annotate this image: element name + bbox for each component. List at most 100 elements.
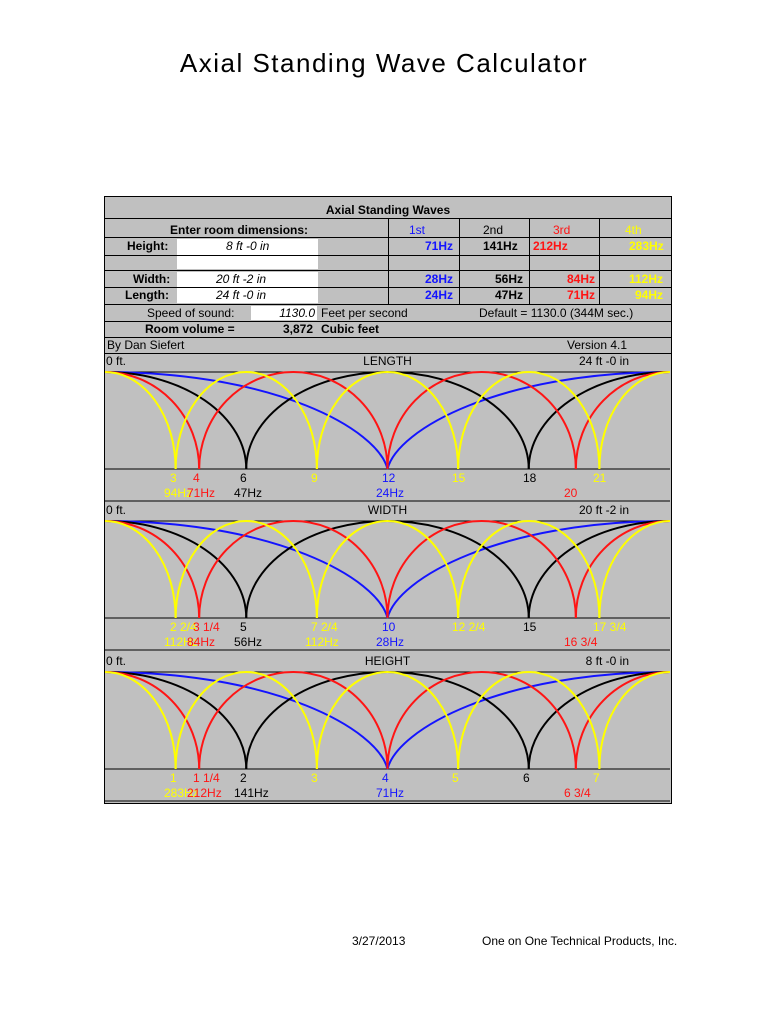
enter-dimensions-label: Enter room dimensions: [170,223,309,237]
height-freq-3rd: 212Hz [533,239,568,253]
page-title: Axial Standing Wave Calculator [179,48,589,78]
plot-title: WIDTH [367,503,408,517]
node-position-label: 5 [452,771,459,785]
plot-curves [105,371,670,502]
node-position-label: 18 [523,471,537,485]
node-frequency-label: 112Hz [164,635,198,649]
node-position-label: 3 1/4 [193,620,220,634]
plot-length: 0 ft. LENGTH 24 ft -0 in 3 4 6 9 12 15 18 21 94Hz 71… [105,354,671,502]
node-frequency-label: 56Hz [234,635,263,649]
node-frequency-label: 71Hz [187,486,216,500]
plot-start-label: 0 ft. [106,354,127,368]
node-position-label: 2 2/4 [170,620,197,634]
node-frequency-label: 47Hz [234,486,263,500]
red-wave-curve [105,520,201,619]
plot-curves [105,520,670,651]
plot-curves [105,671,670,802]
node-position-label: 9 [311,471,318,485]
red-wave-curve [198,671,389,770]
yellow-wave-curve [315,520,460,619]
height-input[interactable]: 8 ft -0 in [177,239,318,255]
volume-unit: Cubic feet [321,322,380,336]
black-wave-curve [245,520,530,619]
length-label: Length: [125,288,169,302]
yellow-wave-curve [598,520,670,619]
calculator-sheet: Axial Standing Waves Enter room dimensio… [104,196,672,804]
yellow-wave-curve [174,520,318,619]
node-position-label: 3 [311,771,318,785]
width-label: Width: [133,272,171,286]
blank-input-row [177,256,318,269]
yellow-wave-curve [457,520,601,619]
plot-title: LENGTH [363,354,412,368]
height-label: Height: [127,239,169,253]
height-freq-4th: 283Hz [629,239,664,253]
version-label: Version 4.1 [567,338,628,352]
node-position-label: 7 [593,771,600,785]
yellow-wave-curve [598,371,670,470]
node-position-label: 2 [240,771,247,785]
node-position-label: 1 1/4 [193,771,220,785]
black-wave-curve [527,671,670,770]
red-wave-curve [574,520,670,619]
node-frequency-label: 20 [564,486,578,500]
plot-end-label: 8 ft -0 in [585,654,629,668]
author-credit: By Dan Siefert [107,338,185,352]
order-1st-label: 1st [409,223,426,237]
node-frequency-label: 84Hz [187,635,216,649]
plot-width: 0 ft. WIDTH 20 ft -2 in 2 2/4 3 1/4 5 7 2/4 10 1… [105,503,671,651]
node-frequency-label: 212Hz [187,786,222,800]
sheet-header: Axial Standing Waves [325,203,451,217]
footer-date: 3/27/2013 [352,934,406,948]
length-freq-3rd: 71Hz [567,288,596,302]
plot-end-label: 20 ft -2 in [578,503,629,517]
node-frequency-label: 24Hz [376,486,405,500]
black-wave-curve [245,371,530,470]
node-position-label: 3 [170,471,177,485]
node-position-label: 15 [523,620,537,634]
plot-start-label: 0 ft. [106,503,127,517]
red-wave-curve [386,671,577,770]
node-position-label: 12 [382,471,396,485]
red-wave-curve [198,371,389,470]
yellow-wave-curve [105,371,177,470]
length-freq-2nd: 47Hz [495,288,524,302]
black-wave-curve [105,371,248,470]
node-position-label: 17 3/4 [593,620,627,634]
yellow-wave-curve [457,371,601,470]
speed-input[interactable]: 1130.0 [251,306,317,320]
black-wave-curve [105,671,248,770]
node-frequency-label: 71Hz [376,786,405,800]
red-wave-curve [386,371,577,470]
node-position-label: 10 [382,620,396,634]
red-wave-curve [574,671,670,770]
node-frequency-label: 28Hz [376,635,405,649]
red-wave-curve [105,671,201,770]
node-frequency-label: 112Hz [305,635,339,649]
length-input[interactable]: 24 ft -0 in [177,288,318,303]
width-input[interactable]: 20 ft -2 in [177,272,318,288]
red-wave-curve [386,520,577,619]
length-freq-1st: 24Hz [425,288,454,302]
node-frequency-label: 6 3/4 [564,786,591,800]
footer-company: One on One Technical Products, Inc. [482,934,678,948]
black-wave-curve [527,371,670,470]
width-freq-1st: 28Hz [425,272,454,286]
width-freq-3rd: 84Hz [567,272,596,286]
yellow-wave-curve [315,371,460,470]
yellow-wave-curve [105,520,177,619]
height-freq-1st: 71Hz [425,239,454,253]
yellow-wave-curve [598,671,670,770]
plot-end-label: 24 ft -0 in [578,354,629,368]
order-4th-label: 4th [625,223,642,237]
volume-value: 3,872 [283,322,314,336]
plot-title: HEIGHT [364,654,411,668]
width-freq-2nd: 56Hz [495,272,524,286]
node-position-label: 21 [593,471,607,485]
node-position-label: 6 [523,771,530,785]
node-position-label: 4 [193,471,200,485]
yellow-wave-curve [174,671,318,770]
node-position-label: 4 [382,771,389,785]
blue-wave-curve [105,520,670,619]
red-wave-curve [105,371,201,470]
